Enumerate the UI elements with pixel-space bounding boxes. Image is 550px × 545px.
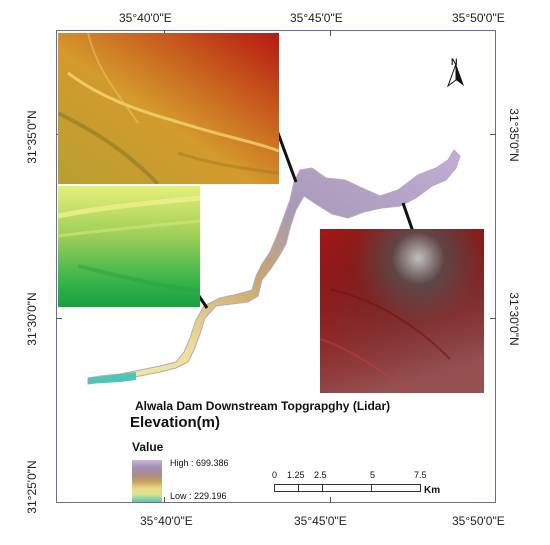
- frame-tick: [490, 134, 496, 135]
- inset-lidar-upper: [58, 33, 279, 184]
- legend-value-label: Value: [132, 440, 164, 454]
- legend-heading: Elevation(m): [130, 414, 221, 431]
- frame-tick: [164, 497, 165, 503]
- top-longitude-label: 35°50'0"E: [452, 11, 505, 25]
- scale-bar-segment: [322, 484, 372, 492]
- scale-bar-label: 5: [370, 470, 376, 480]
- inset-upper-image: [58, 33, 279, 184]
- legend-high-label: High : 699.386: [170, 458, 229, 468]
- map-title: Alwala Dam Downstream Topgrapghy (Lidar): [135, 399, 391, 413]
- inset-lidar-middle: [58, 186, 200, 307]
- frame-tick: [490, 318, 496, 319]
- frame-tick: [56, 318, 62, 319]
- scale-bar-label: 2.5: [314, 470, 327, 480]
- scale-bar-label: 0: [272, 470, 278, 480]
- scale-bar-unit: Km: [424, 485, 441, 496]
- river-low-section: [88, 372, 136, 384]
- bottom-longitude-label: 35°50'0"E: [452, 514, 505, 528]
- north-arrow-icon: [446, 64, 464, 88]
- top-longitude-label: 35°40'0"E: [119, 11, 172, 25]
- legend-low-label: Low : 229.196: [170, 491, 227, 501]
- scale-bar-label: 7.5: [414, 470, 427, 480]
- scale-bar-segment: [371, 484, 421, 492]
- scale-bar-segment: [298, 484, 323, 492]
- bottom-longitude-label: 35°40'0"E: [140, 514, 193, 528]
- scale-bar-segment: [274, 484, 299, 492]
- inset-right-image: [320, 229, 484, 393]
- frame-tick: [330, 30, 331, 36]
- top-longitude-label: 35°45'0"E: [290, 11, 343, 25]
- bottom-longitude-label: 35°45'0"E: [294, 514, 347, 528]
- scale-bar-label: 1.25: [287, 470, 305, 480]
- river-channel-area: [87, 149, 461, 385]
- inset-middle-image: [58, 186, 200, 307]
- north-arrow-label: N: [451, 57, 458, 67]
- map-frame: [56, 30, 496, 503]
- inset-lidar-right: [320, 229, 484, 393]
- frame-tick: [330, 497, 331, 503]
- legend-color-ramp: [132, 460, 162, 502]
